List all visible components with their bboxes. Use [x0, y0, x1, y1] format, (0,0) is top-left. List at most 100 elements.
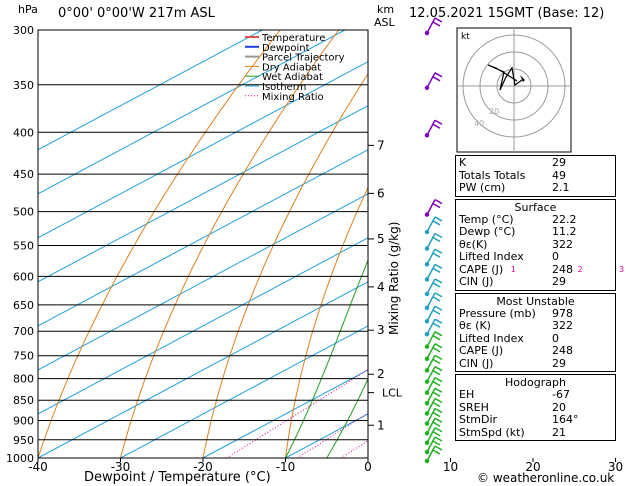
wind-barb-dot	[424, 291, 430, 297]
index-value: 29	[552, 156, 566, 169]
wind-barb-flag	[434, 216, 443, 222]
km-tick-label: 1	[377, 418, 385, 432]
km-tick-label: 5	[377, 232, 385, 246]
index-value: 29	[552, 356, 566, 370]
isotherm-line	[38, 237, 368, 415]
wind-barb-flag	[434, 331, 443, 337]
isotherm-line	[38, 105, 368, 283]
wind-barb-flag	[432, 335, 441, 341]
wind-barb-staff	[426, 233, 436, 249]
index-row: Dewp (°C) 11.2	[459, 225, 612, 239]
wind-barb-dot	[424, 344, 430, 349]
pressure-tick-label: 850	[13, 394, 34, 407]
wind-barb-flag	[434, 119, 443, 125]
wind-barb-dot	[424, 411, 430, 416]
pressure-tick-label: 300	[13, 24, 34, 37]
wind-barb-staff	[426, 387, 436, 404]
index-label: SREH	[459, 400, 489, 414]
wind-barb-flag	[434, 17, 443, 23]
index-value: 322	[552, 319, 573, 332]
index-label: Dewp (°C)	[459, 225, 516, 238]
wind-barb-flag	[432, 347, 441, 353]
isotherm-line	[38, 61, 368, 239]
wind-barb-dot	[424, 229, 430, 235]
index-value: 22.2	[552, 212, 577, 226]
index-row: CAPE (J) 248	[459, 263, 612, 277]
pressure-tick-label: 350	[13, 79, 34, 92]
wind-barb	[424, 397, 443, 416]
hodograph-ring-label: 20	[489, 107, 499, 116]
wind-barb-flag	[434, 436, 443, 442]
wind-barb-flag	[434, 263, 443, 270]
wind-barb-staff	[426, 445, 436, 462]
wind-barb	[424, 17, 443, 36]
wind-barb-staff	[426, 318, 436, 335]
wind-barb-staff	[426, 343, 436, 360]
wind-barb-dot	[424, 440, 430, 446]
surface-title: Surface	[514, 200, 557, 214]
hodograph-title: Hodograph	[505, 376, 566, 389]
wind-barb-flag	[434, 427, 443, 433]
wind-barb-flag	[432, 21, 441, 27]
wind-barb-dot	[424, 390, 430, 395]
isotherm-line	[38, 30, 346, 195]
legend-entry: Temperature	[261, 33, 325, 44]
pressure-tick-label: 550	[13, 239, 34, 252]
km-tick-label: 3	[377, 323, 385, 337]
km-tick-label: 4	[377, 280, 385, 294]
hodograph-storm-arrow	[520, 75, 525, 82]
pressure-tick-label: 500	[13, 206, 34, 219]
wind-barb	[424, 376, 443, 395]
index-row: SREH 20	[459, 400, 612, 415]
wind-barb-flag	[432, 358, 441, 365]
index-row: Lifted Index 0	[459, 250, 612, 264]
wind-barb	[424, 216, 443, 235]
index-value: 11.2	[552, 225, 577, 238]
wind-barb-staff	[426, 305, 436, 322]
mixing-ratio-label: 1	[511, 265, 516, 274]
index-row: Totals Totals 49	[459, 168, 612, 183]
plot-area	[38, 30, 629, 458]
wind-barb-staff	[426, 417, 436, 434]
km-tick-label: 6	[377, 186, 385, 200]
pressure-tick-label: 950	[13, 434, 34, 447]
mixing-ratio-axis-label: Mixing Ratio (g/kg)	[387, 222, 401, 335]
wind-barb-dot	[424, 85, 430, 91]
index-value: 0	[552, 250, 559, 263]
index-label: θε(K)	[459, 237, 488, 251]
temp-tick-label: -40	[28, 460, 48, 474]
temp-tick-label: 20	[525, 460, 540, 474]
wind-barb-dot	[424, 368, 430, 373]
wind-barb	[424, 427, 443, 446]
wind-barb-flag	[434, 305, 443, 311]
temp-tick-label: -10	[276, 460, 296, 474]
wind-barb-flag	[432, 309, 441, 315]
index-row: EH -67	[459, 388, 612, 402]
index-row: CAPE (J) 248	[459, 344, 612, 358]
index-label: Totals Totals	[459, 168, 526, 182]
index-label: StmDir	[459, 413, 498, 426]
pressure-tick-label: 900	[13, 415, 34, 428]
wind-barb	[424, 445, 443, 464]
wind-barb	[424, 278, 443, 297]
pressure-tick-label: 400	[13, 126, 34, 139]
wind-barb-flag	[434, 232, 443, 239]
wind-barb-flag	[432, 76, 441, 82]
wind-barb-dot	[424, 133, 430, 138]
isotherm-line	[616, 30, 629, 458]
wind-barb	[424, 198, 443, 217]
wind-barb-flag	[432, 236, 441, 243]
isotherm-line	[202, 369, 368, 458]
wind-barb-dot	[424, 246, 430, 251]
wind-barb-dot	[424, 421, 430, 426]
wind-barb	[424, 318, 443, 337]
wind-barb	[424, 119, 443, 138]
index-label: CAPE (J)	[459, 344, 504, 357]
wind-barb-dot	[424, 356, 430, 361]
index-row: K 29	[459, 156, 612, 170]
wind-barb-flag	[434, 376, 443, 383]
asl-label: ASL	[374, 16, 395, 29]
index-value: 29	[552, 275, 566, 288]
wind-barb-flag	[432, 370, 441, 376]
wind-barb-staff	[426, 17, 436, 34]
